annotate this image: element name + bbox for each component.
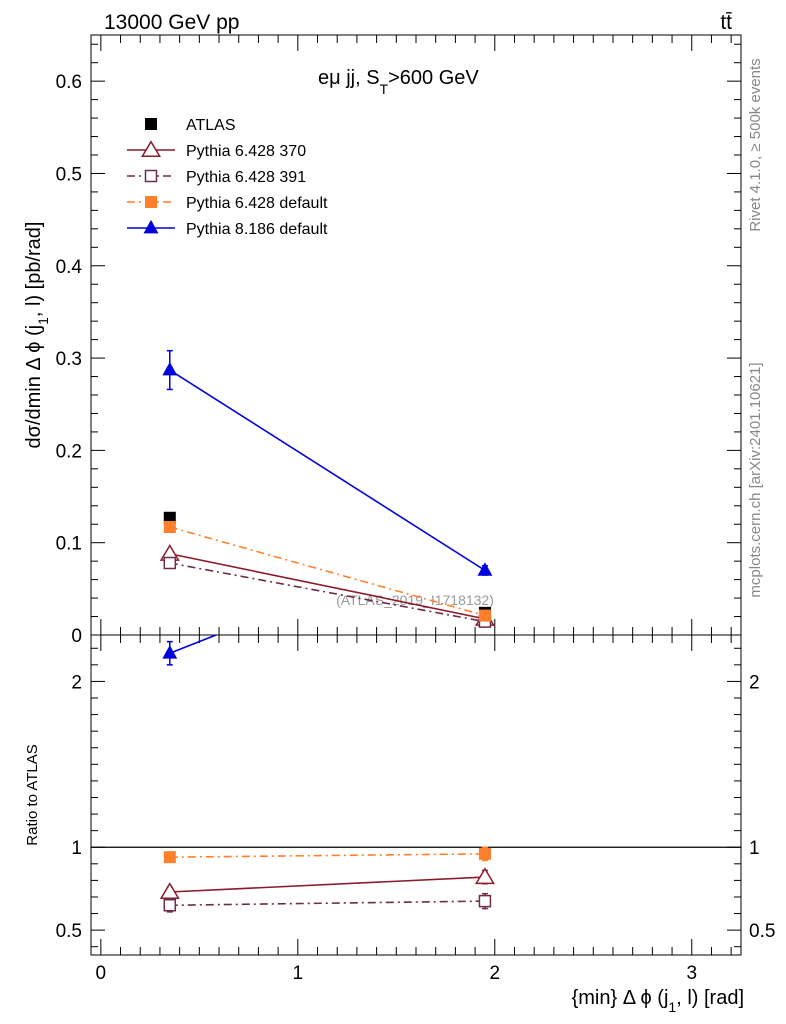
- main-ylabel: dσ/dmin Δ ϕ (j1, l) [pb/rad]: [23, 221, 51, 448]
- legend-entry: Pythia 6.428 370: [127, 140, 306, 160]
- legend-label: Pythia 6.428 370: [186, 143, 306, 160]
- main-ytick-label: 0.4: [56, 257, 83, 278]
- series-pythia-6-428-370: [159, 867, 495, 900]
- legend: ATLAS Pythia 6.428 370 Pythia 6.428 391 Pyt…: [127, 117, 328, 238]
- legend-marker: [145, 196, 157, 208]
- data-point: [163, 521, 176, 533]
- legend-label: Pythia 8.186 default: [186, 221, 328, 238]
- ratio-ytick-label-right: 2: [749, 672, 760, 693]
- main-ytick-label: 0.3: [56, 349, 82, 370]
- data-point: [477, 562, 493, 576]
- series-pythia-6-428-391: [163, 892, 492, 913]
- legend-entry: Pythia 6.428 391: [127, 169, 306, 186]
- ratio-series-layer: [159, 522, 495, 913]
- main-series-layer: [159, 349, 495, 628]
- data-point: [478, 609, 491, 622]
- main-ytick-label: 0.6: [56, 72, 82, 93]
- axes-layer: 0 0.1 0.2 0.3 0.4 0.5 0.6 0 1 2 3 0.5 0.5 1 1 2 2: [56, 35, 775, 984]
- data-point: [478, 522, 491, 534]
- data-point: [162, 645, 178, 659]
- xtick-label: 1: [293, 963, 304, 984]
- process-label: tt̄: [720, 11, 732, 34]
- legend-entry: Pythia 6.428 default: [127, 195, 328, 212]
- data-point: [478, 847, 491, 860]
- energy-label: 13000 GeV pp: [104, 11, 239, 34]
- ratio-ytick-label: 1: [71, 838, 82, 859]
- data-point: [163, 899, 177, 912]
- rivet-label: Rivet 4.1.0, ≥ 500k events: [747, 58, 764, 231]
- data-point: [163, 851, 176, 864]
- data-point: [478, 894, 492, 908]
- series-pythia-6-428-370: [159, 543, 495, 626]
- legend-marker: [145, 118, 157, 130]
- data-point: [163, 556, 177, 570]
- series-pythia-6-428-default: [163, 846, 491, 864]
- legend-marker: [143, 219, 159, 234]
- data-point: [474, 867, 495, 885]
- legend-marker: [144, 169, 158, 183]
- series-line: [169, 876, 485, 893]
- data-point: [162, 361, 178, 376]
- series-line: [169, 552, 486, 620]
- legend-label: Pythia 6.428 default: [186, 195, 328, 212]
- main-ytick-label: 0.5: [56, 164, 82, 185]
- series-line: [169, 369, 486, 572]
- ratio-panel-frame: [90, 634, 742, 956]
- xtick-label: 0: [96, 963, 107, 984]
- main-ytick-label: 0.2: [56, 441, 82, 462]
- ratio-ytick-label-right: 1: [749, 838, 760, 859]
- series-pythia-6-428-default: [163, 521, 491, 622]
- main-title: eμ jj, ST>600 GeV: [318, 67, 479, 97]
- series-line: [169, 526, 486, 617]
- legend-label: Pythia 6.428 391: [186, 169, 306, 186]
- xtick-label: 3: [686, 963, 697, 984]
- mcplots-label: mcplots.cern.ch [arXiv:2401.10621]: [747, 362, 764, 597]
- ratio-ylabel: Ratio to ATLAS: [24, 744, 41, 845]
- x-axis-label: {min} Δ ϕ (j1, l) [rad]: [572, 987, 744, 1015]
- main-ytick-label: 0.1: [56, 534, 82, 555]
- series-line: [169, 853, 485, 858]
- main-ytick-label: 0: [71, 626, 82, 647]
- xtick-label: 2: [489, 963, 500, 984]
- ratio-ytick-label: 2: [71, 672, 82, 693]
- ratio-ytick-label: 0.5: [56, 921, 82, 942]
- series-pythia-8-186-default: [162, 522, 491, 666]
- legend-entry: ATLAS: [145, 117, 236, 134]
- ratio-ytick-label-right: 0.5: [749, 921, 775, 942]
- legend-label: ATLAS: [186, 117, 236, 134]
- legend-marker: [141, 140, 161, 158]
- analysis-watermark: (ATLAS_2019_I1718132): [336, 592, 494, 608]
- series-line: [169, 900, 485, 907]
- series-pythia-8-186-default: [162, 349, 493, 576]
- legend-entry: Pythia 8.186 default: [127, 219, 328, 238]
